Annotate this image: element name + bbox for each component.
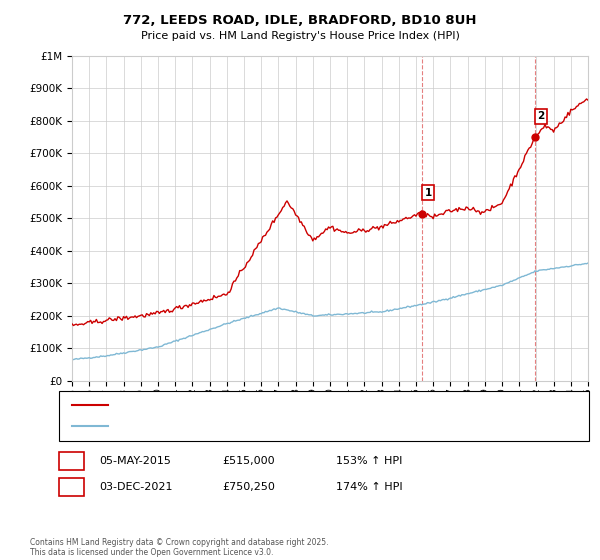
Text: 03-DEC-2021: 03-DEC-2021 xyxy=(99,482,173,492)
Text: 174% ↑ HPI: 174% ↑ HPI xyxy=(336,482,403,492)
Text: 1: 1 xyxy=(424,188,431,198)
Text: Price paid vs. HM Land Registry's House Price Index (HPI): Price paid vs. HM Land Registry's House … xyxy=(140,31,460,41)
Text: 2: 2 xyxy=(538,111,545,122)
Text: £515,000: £515,000 xyxy=(222,456,275,466)
Text: HPI: Average price, detached house, Bradford: HPI: Average price, detached house, Brad… xyxy=(114,421,337,431)
Text: 153% ↑ HPI: 153% ↑ HPI xyxy=(336,456,403,466)
Text: 05-MAY-2015: 05-MAY-2015 xyxy=(99,456,171,466)
Text: 2: 2 xyxy=(68,482,75,492)
Text: 772, LEEDS ROAD, IDLE, BRADFORD, BD10 8UH (detached house): 772, LEEDS ROAD, IDLE, BRADFORD, BD10 8U… xyxy=(114,400,438,410)
Text: Contains HM Land Registry data © Crown copyright and database right 2025.
This d: Contains HM Land Registry data © Crown c… xyxy=(30,538,329,557)
Text: £750,250: £750,250 xyxy=(222,482,275,492)
Text: 772, LEEDS ROAD, IDLE, BRADFORD, BD10 8UH: 772, LEEDS ROAD, IDLE, BRADFORD, BD10 8U… xyxy=(123,14,477,27)
Text: 1: 1 xyxy=(68,456,75,466)
